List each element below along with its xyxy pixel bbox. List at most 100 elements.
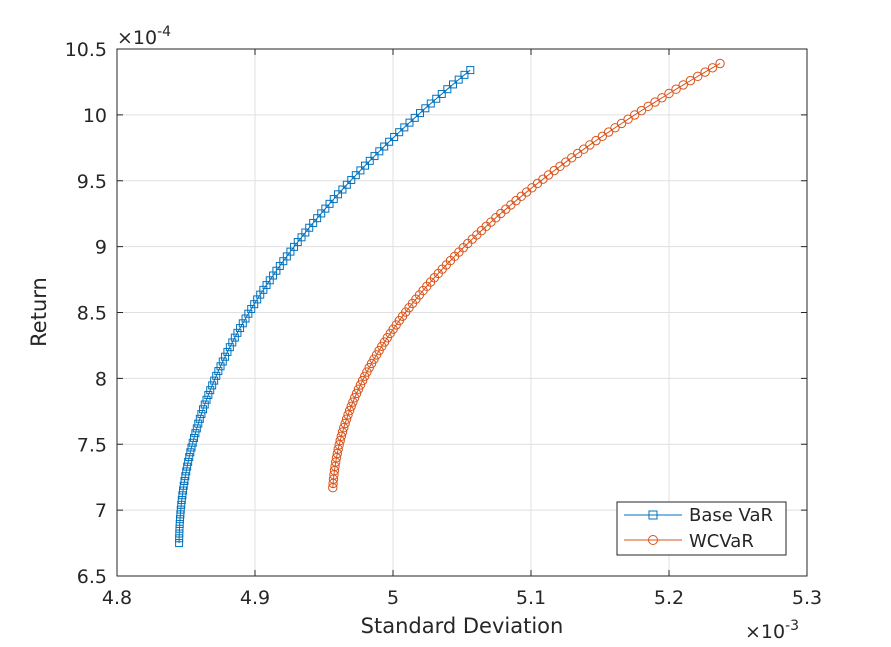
data-point-base-var [210,376,219,385]
data-point-base-var [437,89,446,98]
x-axis-multiplier: ×10-3 [745,618,799,643]
data-point-base-var [214,367,223,376]
data-point-wcvar [636,105,647,116]
data-point-base-var [221,352,230,361]
series-line-wcvar [332,63,721,488]
data-point-base-var [325,199,334,208]
data-point-base-var [175,529,184,538]
y-axis-label: Return [27,277,51,347]
legend-label-base-var: Base VaR [689,505,773,526]
axis-ticks: 4.8 4.9 5 5.1 5.2 5.3 6.5 7 7.5 8 8.5 9 9.5 10 10.5 [65,39,822,609]
data-point-base-var [176,515,185,524]
data-point-base-var [338,185,347,194]
data-point-base-var [400,123,409,132]
y-tick-label: 8.5 [77,303,107,325]
data-point-base-var [390,132,399,141]
data-point-base-var [199,405,208,414]
data-point-base-var [313,214,322,223]
data-point-base-var [416,109,425,118]
x-tick-label: 4.9 [240,587,270,609]
data-point-wcvar [657,93,667,103]
data-point-wcvar [597,131,607,142]
y-tick-label: 7.5 [77,434,107,456]
data-point-base-var [175,539,184,548]
y-axis-multiplier: ×10-4 [117,24,171,49]
data-point-wcvar [685,75,696,86]
data-point-base-var [329,195,338,204]
data-point-wcvar [610,123,620,133]
data-point-base-var [317,209,326,218]
data-point-wcvar [623,114,633,124]
data-point-base-var [443,85,452,94]
data-point-base-var [365,156,374,165]
data-point-base-var [182,467,191,476]
y-tick-label: 7 [95,500,107,522]
data-point-base-var [421,104,430,113]
data-point-base-var [181,472,190,481]
data-point-base-var [241,314,250,323]
y-tick-label: 9.5 [77,171,107,193]
data-point-base-var [206,386,215,395]
data-point-base-var [395,128,404,137]
data-point-wcvar [333,444,343,454]
data-point-wcvar [335,435,345,446]
data-point-wcvar [349,393,360,403]
data-point-wcvar [650,97,660,107]
grid-lines [117,49,807,576]
data-point-base-var [432,94,441,103]
data-point-base-var [175,519,184,528]
data-series [175,58,725,548]
x-axis-label: Standard Deviation [361,614,564,638]
x-tick-label: 5.1 [516,587,546,609]
data-point-wcvar [359,371,370,382]
data-point-wcvar [334,440,344,450]
data-point-base-var [176,505,185,514]
data-point-wcvar [341,414,352,424]
data-point-base-var [200,400,209,409]
data-point-base-var [216,362,225,371]
data-point-base-var [194,419,203,428]
data-point-base-var [370,152,379,161]
data-point-wcvar [630,110,640,120]
data-point-wcvar [678,80,688,90]
x-tick-label: 4.8 [102,587,132,609]
data-point-base-var [185,453,194,462]
data-point-wcvar [357,375,368,386]
data-point-base-var [186,448,195,457]
data-point-wcvar [346,401,356,412]
data-point-wcvar [664,88,674,99]
data-point-base-var [385,137,394,146]
data-point-base-var [208,381,217,390]
data-point-base-var [405,118,414,127]
data-point-wcvar [603,127,614,137]
data-point-wcvar [353,384,364,394]
data-point-base-var [460,70,469,79]
data-point-base-var [466,66,475,75]
data-point-base-var [426,99,435,108]
data-point-base-var [184,457,193,466]
legend-marker-wcvar [648,535,658,545]
data-point-base-var [247,304,256,313]
data-point-base-var [356,166,365,175]
data-point-base-var [197,410,206,419]
data-point-base-var [176,510,185,519]
data-point-base-var [177,500,186,509]
data-point-wcvar [340,418,350,429]
data-point-wcvar [616,118,627,129]
data-point-base-var [410,113,419,122]
data-point-base-var [190,433,199,442]
data-point-base-var [454,75,463,84]
data-point-wcvar [343,410,353,420]
data-point-wcvar [715,58,725,69]
data-point-base-var [195,414,204,423]
data-point-base-var [178,491,187,500]
data-point-base-var [380,142,389,151]
data-point-base-var [342,180,351,189]
data-point-wcvar [693,71,703,82]
data-point-base-var [177,496,186,505]
data-point-base-var [225,343,234,352]
y-tick-label: 8 [95,368,107,390]
data-point-base-var [187,443,196,452]
data-point-base-var [180,476,189,485]
